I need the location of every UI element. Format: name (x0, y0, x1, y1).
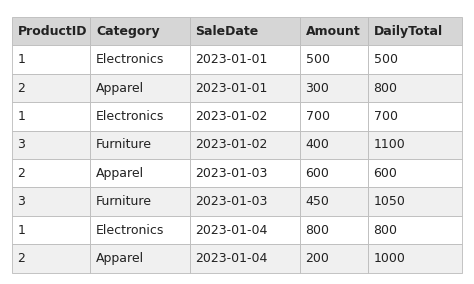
Text: 1100: 1100 (374, 138, 405, 151)
Text: Furniture: Furniture (96, 195, 152, 208)
Text: 2023-01-04: 2023-01-04 (196, 252, 268, 265)
Bar (300, 17, 368, 45)
Bar (12, 159, 91, 187)
Bar (190, 187, 300, 216)
Text: SaleDate: SaleDate (196, 25, 259, 38)
Text: Electronics: Electronics (96, 110, 164, 123)
Text: 2023-01-01: 2023-01-01 (196, 53, 268, 66)
Bar (190, 131, 300, 159)
Bar (300, 159, 368, 187)
Text: 1: 1 (18, 53, 26, 66)
Bar (12, 216, 91, 244)
Bar (190, 244, 300, 273)
Bar (300, 45, 368, 74)
Bar (91, 244, 190, 273)
Bar (368, 74, 462, 102)
Bar (91, 187, 190, 216)
Text: 600: 600 (374, 167, 398, 180)
Bar (368, 102, 462, 131)
Text: 2: 2 (18, 252, 26, 265)
Bar (12, 74, 91, 102)
Text: 3: 3 (18, 138, 26, 151)
Bar (12, 131, 91, 159)
Bar (190, 45, 300, 74)
Text: 1: 1 (18, 224, 26, 237)
Text: 1: 1 (18, 110, 26, 123)
Bar (91, 45, 190, 74)
Text: 2023-01-01: 2023-01-01 (196, 82, 268, 95)
Bar (190, 102, 300, 131)
Bar (91, 17, 190, 45)
Bar (368, 131, 462, 159)
Text: Amount: Amount (306, 25, 360, 38)
Text: 2023-01-03: 2023-01-03 (196, 167, 268, 180)
Bar (300, 102, 368, 131)
Bar (12, 45, 91, 74)
Text: 800: 800 (374, 82, 398, 95)
Text: 2: 2 (18, 82, 26, 95)
Bar (12, 244, 91, 273)
Bar (368, 187, 462, 216)
Bar (300, 216, 368, 244)
Bar (91, 159, 190, 187)
Bar (368, 159, 462, 187)
Text: 2023-01-02: 2023-01-02 (196, 110, 268, 123)
Bar (91, 102, 190, 131)
Bar (190, 17, 300, 45)
Text: 1050: 1050 (374, 195, 405, 208)
Text: 1000: 1000 (374, 252, 405, 265)
Text: 700: 700 (374, 110, 398, 123)
Text: DailyTotal: DailyTotal (374, 25, 443, 38)
Bar (91, 131, 190, 159)
Text: 2023-01-03: 2023-01-03 (196, 195, 268, 208)
Bar (190, 216, 300, 244)
Bar (91, 216, 190, 244)
Text: Electronics: Electronics (96, 224, 164, 237)
Bar (300, 131, 368, 159)
Bar (368, 216, 462, 244)
Text: ProductID: ProductID (18, 25, 87, 38)
Bar (368, 17, 462, 45)
Bar (368, 45, 462, 74)
Text: 2: 2 (18, 167, 26, 180)
Bar (12, 102, 91, 131)
Text: 800: 800 (306, 224, 329, 237)
Text: Apparel: Apparel (96, 252, 144, 265)
Bar (300, 187, 368, 216)
Text: Apparel: Apparel (96, 167, 144, 180)
Text: 600: 600 (306, 167, 329, 180)
Bar (190, 74, 300, 102)
Text: 400: 400 (306, 138, 329, 151)
Text: Apparel: Apparel (96, 82, 144, 95)
Bar (300, 74, 368, 102)
Text: 200: 200 (306, 252, 329, 265)
Text: Category: Category (96, 25, 160, 38)
Text: Furniture: Furniture (96, 138, 152, 151)
Bar (368, 244, 462, 273)
Text: 800: 800 (374, 224, 398, 237)
Bar (12, 187, 91, 216)
Text: 500: 500 (374, 53, 398, 66)
Bar (91, 74, 190, 102)
Text: 3: 3 (18, 195, 26, 208)
Text: 300: 300 (306, 82, 329, 95)
Text: 500: 500 (306, 53, 329, 66)
Text: 450: 450 (306, 195, 329, 208)
Text: Electronics: Electronics (96, 53, 164, 66)
Text: 700: 700 (306, 110, 329, 123)
Bar (300, 244, 368, 273)
Text: 2023-01-04: 2023-01-04 (196, 224, 268, 237)
Bar (12, 17, 91, 45)
Text: 2023-01-02: 2023-01-02 (196, 138, 268, 151)
Bar (190, 159, 300, 187)
